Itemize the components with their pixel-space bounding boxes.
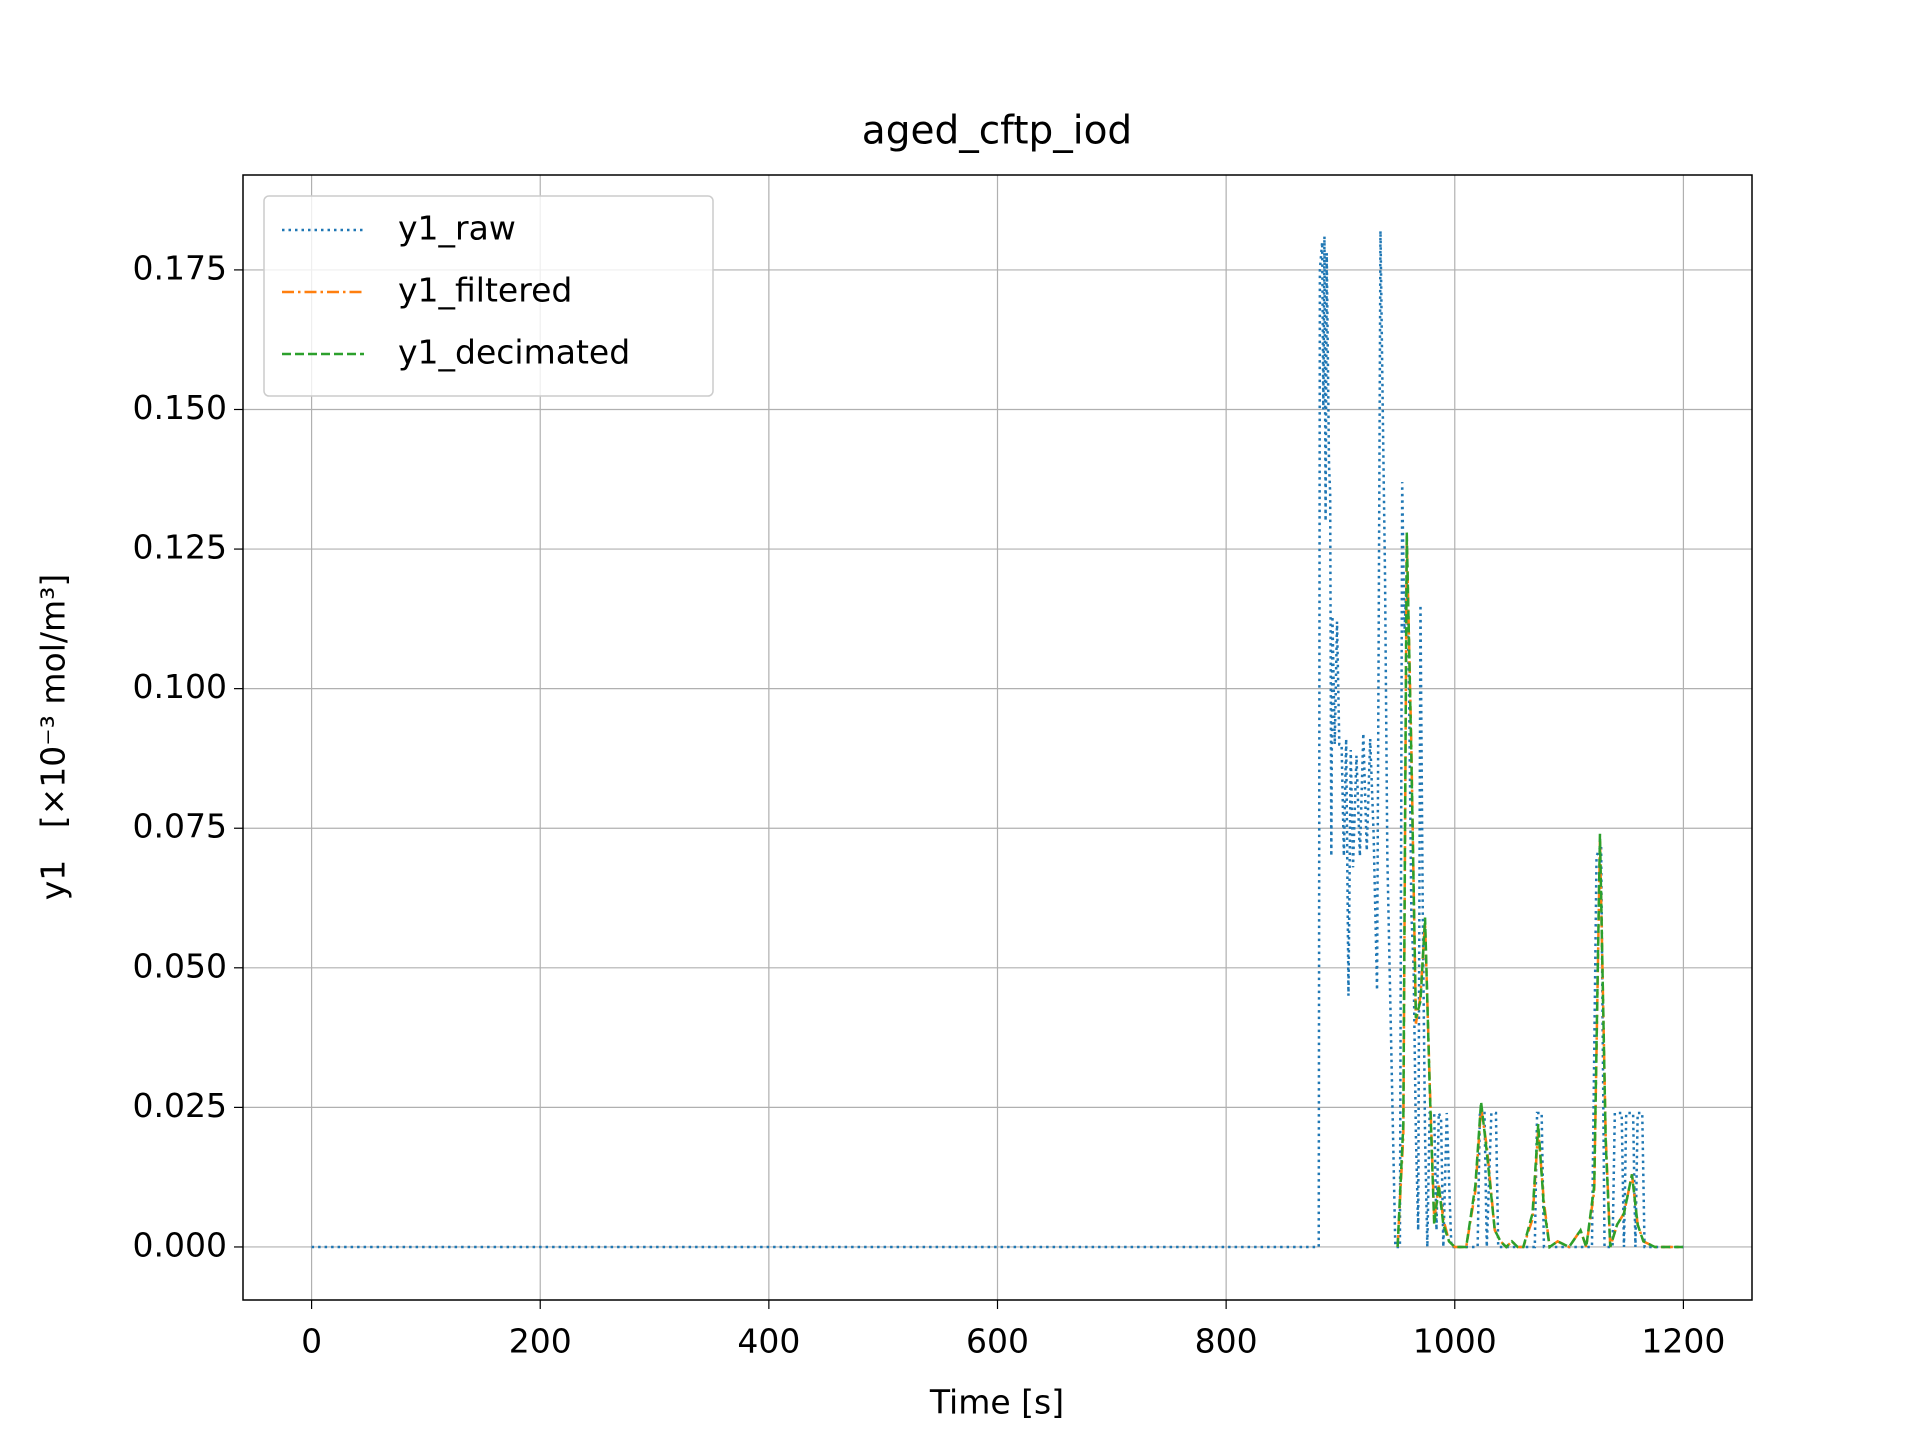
x-tick-label: 600 bbox=[966, 1322, 1029, 1361]
x-tick-label: 1000 bbox=[1413, 1322, 1497, 1361]
y-tick-label: 0.150 bbox=[133, 388, 227, 427]
legend-label: y1_filtered bbox=[398, 271, 572, 310]
y-tick-label: 0.100 bbox=[133, 667, 227, 706]
data-line bbox=[1396, 532, 1684, 1250]
chart-title: aged_cftp_iod bbox=[862, 109, 1132, 154]
y-tick-label: 0.075 bbox=[133, 807, 227, 846]
legend-box bbox=[263, 195, 714, 397]
y-tick-label: 0.050 bbox=[133, 946, 227, 985]
x-axis-label: Time [s] bbox=[929, 1383, 1064, 1422]
x-tick-label: 800 bbox=[1195, 1322, 1258, 1361]
plot-frame bbox=[242, 174, 1753, 1301]
x-tick-label: 1200 bbox=[1641, 1322, 1725, 1361]
y-tick-label: 0.000 bbox=[133, 1225, 227, 1264]
y-axis-label: y1 [×10⁻³ mol/m³] bbox=[34, 574, 73, 901]
legend-label: y1_decimated bbox=[398, 333, 630, 372]
y-tick-label: 0.025 bbox=[133, 1086, 227, 1125]
x-tick-label: 400 bbox=[737, 1322, 800, 1361]
legend-label: y1_raw bbox=[398, 209, 516, 248]
y-tick-label: 0.125 bbox=[133, 528, 227, 567]
x-tick-label: 0 bbox=[301, 1322, 322, 1361]
y-tick-label: 0.175 bbox=[133, 248, 227, 287]
x-tick-label: 200 bbox=[509, 1322, 572, 1361]
data-line bbox=[311, 230, 1684, 1249]
